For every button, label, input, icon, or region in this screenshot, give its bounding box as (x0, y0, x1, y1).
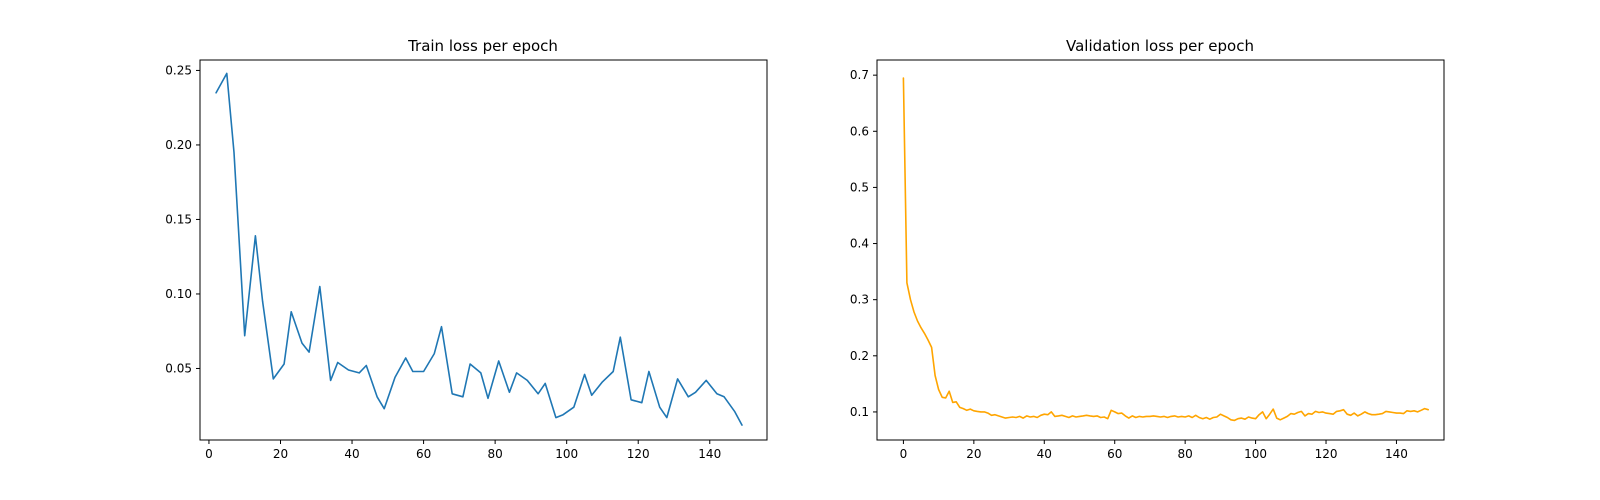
x-tick-label: 100 (1244, 447, 1267, 461)
x-tick-label: 0 (900, 447, 908, 461)
y-tick-label: 0.3 (850, 293, 869, 307)
x-tick-label: 20 (273, 447, 288, 461)
y-tick-label: 0.5 (850, 180, 869, 194)
x-tick-label: 40 (1037, 447, 1052, 461)
y-tick-label: 0.10 (165, 287, 192, 301)
axes-frame (199, 59, 768, 441)
y-tick-label: 0.1 (850, 405, 869, 419)
x-tick-label: 140 (1385, 447, 1408, 461)
x-tick-label: 80 (487, 447, 502, 461)
y-tick-label: 0.20 (165, 138, 192, 152)
x-tick-label: 140 (698, 447, 721, 461)
y-tick-label: 0.25 (165, 63, 192, 77)
chart-title: Train loss per epoch (407, 37, 558, 55)
plot-area: 0 20 40 60 80 100 120 140 0.05 0.10 0.15 0.20 0.25 (165, 59, 768, 461)
x-tick-label: 40 (344, 447, 359, 461)
series-line (215, 72, 743, 426)
x-tick-label: 60 (1107, 447, 1122, 461)
x-tick-label: 0 (205, 447, 213, 461)
y-tick-label: 0.05 (165, 361, 192, 375)
y-tick-label: 0.4 (850, 237, 869, 251)
train-loss-chart: Train loss per epoch 0 20 40 60 80 100 120 1400… (165, 37, 768, 461)
x-tick-label: 60 (416, 447, 431, 461)
y-tick-label: 0.7 (850, 68, 869, 82)
plot-area: 0 20 40 60 80 100 120 140 0.1 0.2 0.3 0.4 0.5 0.6 0.7 (850, 59, 1445, 461)
x-tick-label: 80 (1178, 447, 1193, 461)
chart-title: Validation loss per epoch (1066, 37, 1254, 55)
y-tick-label: 0.2 (850, 349, 869, 363)
axes-frame (876, 59, 1445, 441)
series-line (902, 77, 1429, 422)
x-tick-label: 120 (1315, 447, 1338, 461)
validation-loss-chart: Validation loss per epoch 0 20 40 60 80 100 12… (850, 37, 1445, 461)
y-tick-label: 0.15 (165, 212, 192, 226)
x-tick-label: 120 (627, 447, 650, 461)
y-tick-label: 0.6 (850, 124, 869, 138)
x-tick-label: 100 (555, 447, 578, 461)
x-tick-label: 20 (966, 447, 981, 461)
